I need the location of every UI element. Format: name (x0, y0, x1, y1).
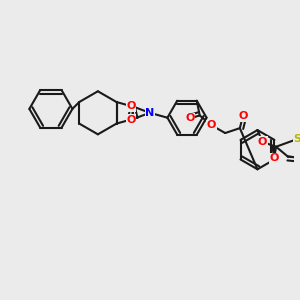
Text: O: O (238, 111, 248, 122)
Text: O: O (207, 120, 216, 130)
Text: N: N (145, 108, 154, 118)
Text: S: S (294, 134, 300, 144)
Text: O: O (127, 115, 136, 125)
Text: O: O (185, 113, 195, 123)
Text: O: O (269, 154, 279, 164)
Text: O: O (127, 101, 136, 111)
Text: O: O (258, 137, 267, 147)
